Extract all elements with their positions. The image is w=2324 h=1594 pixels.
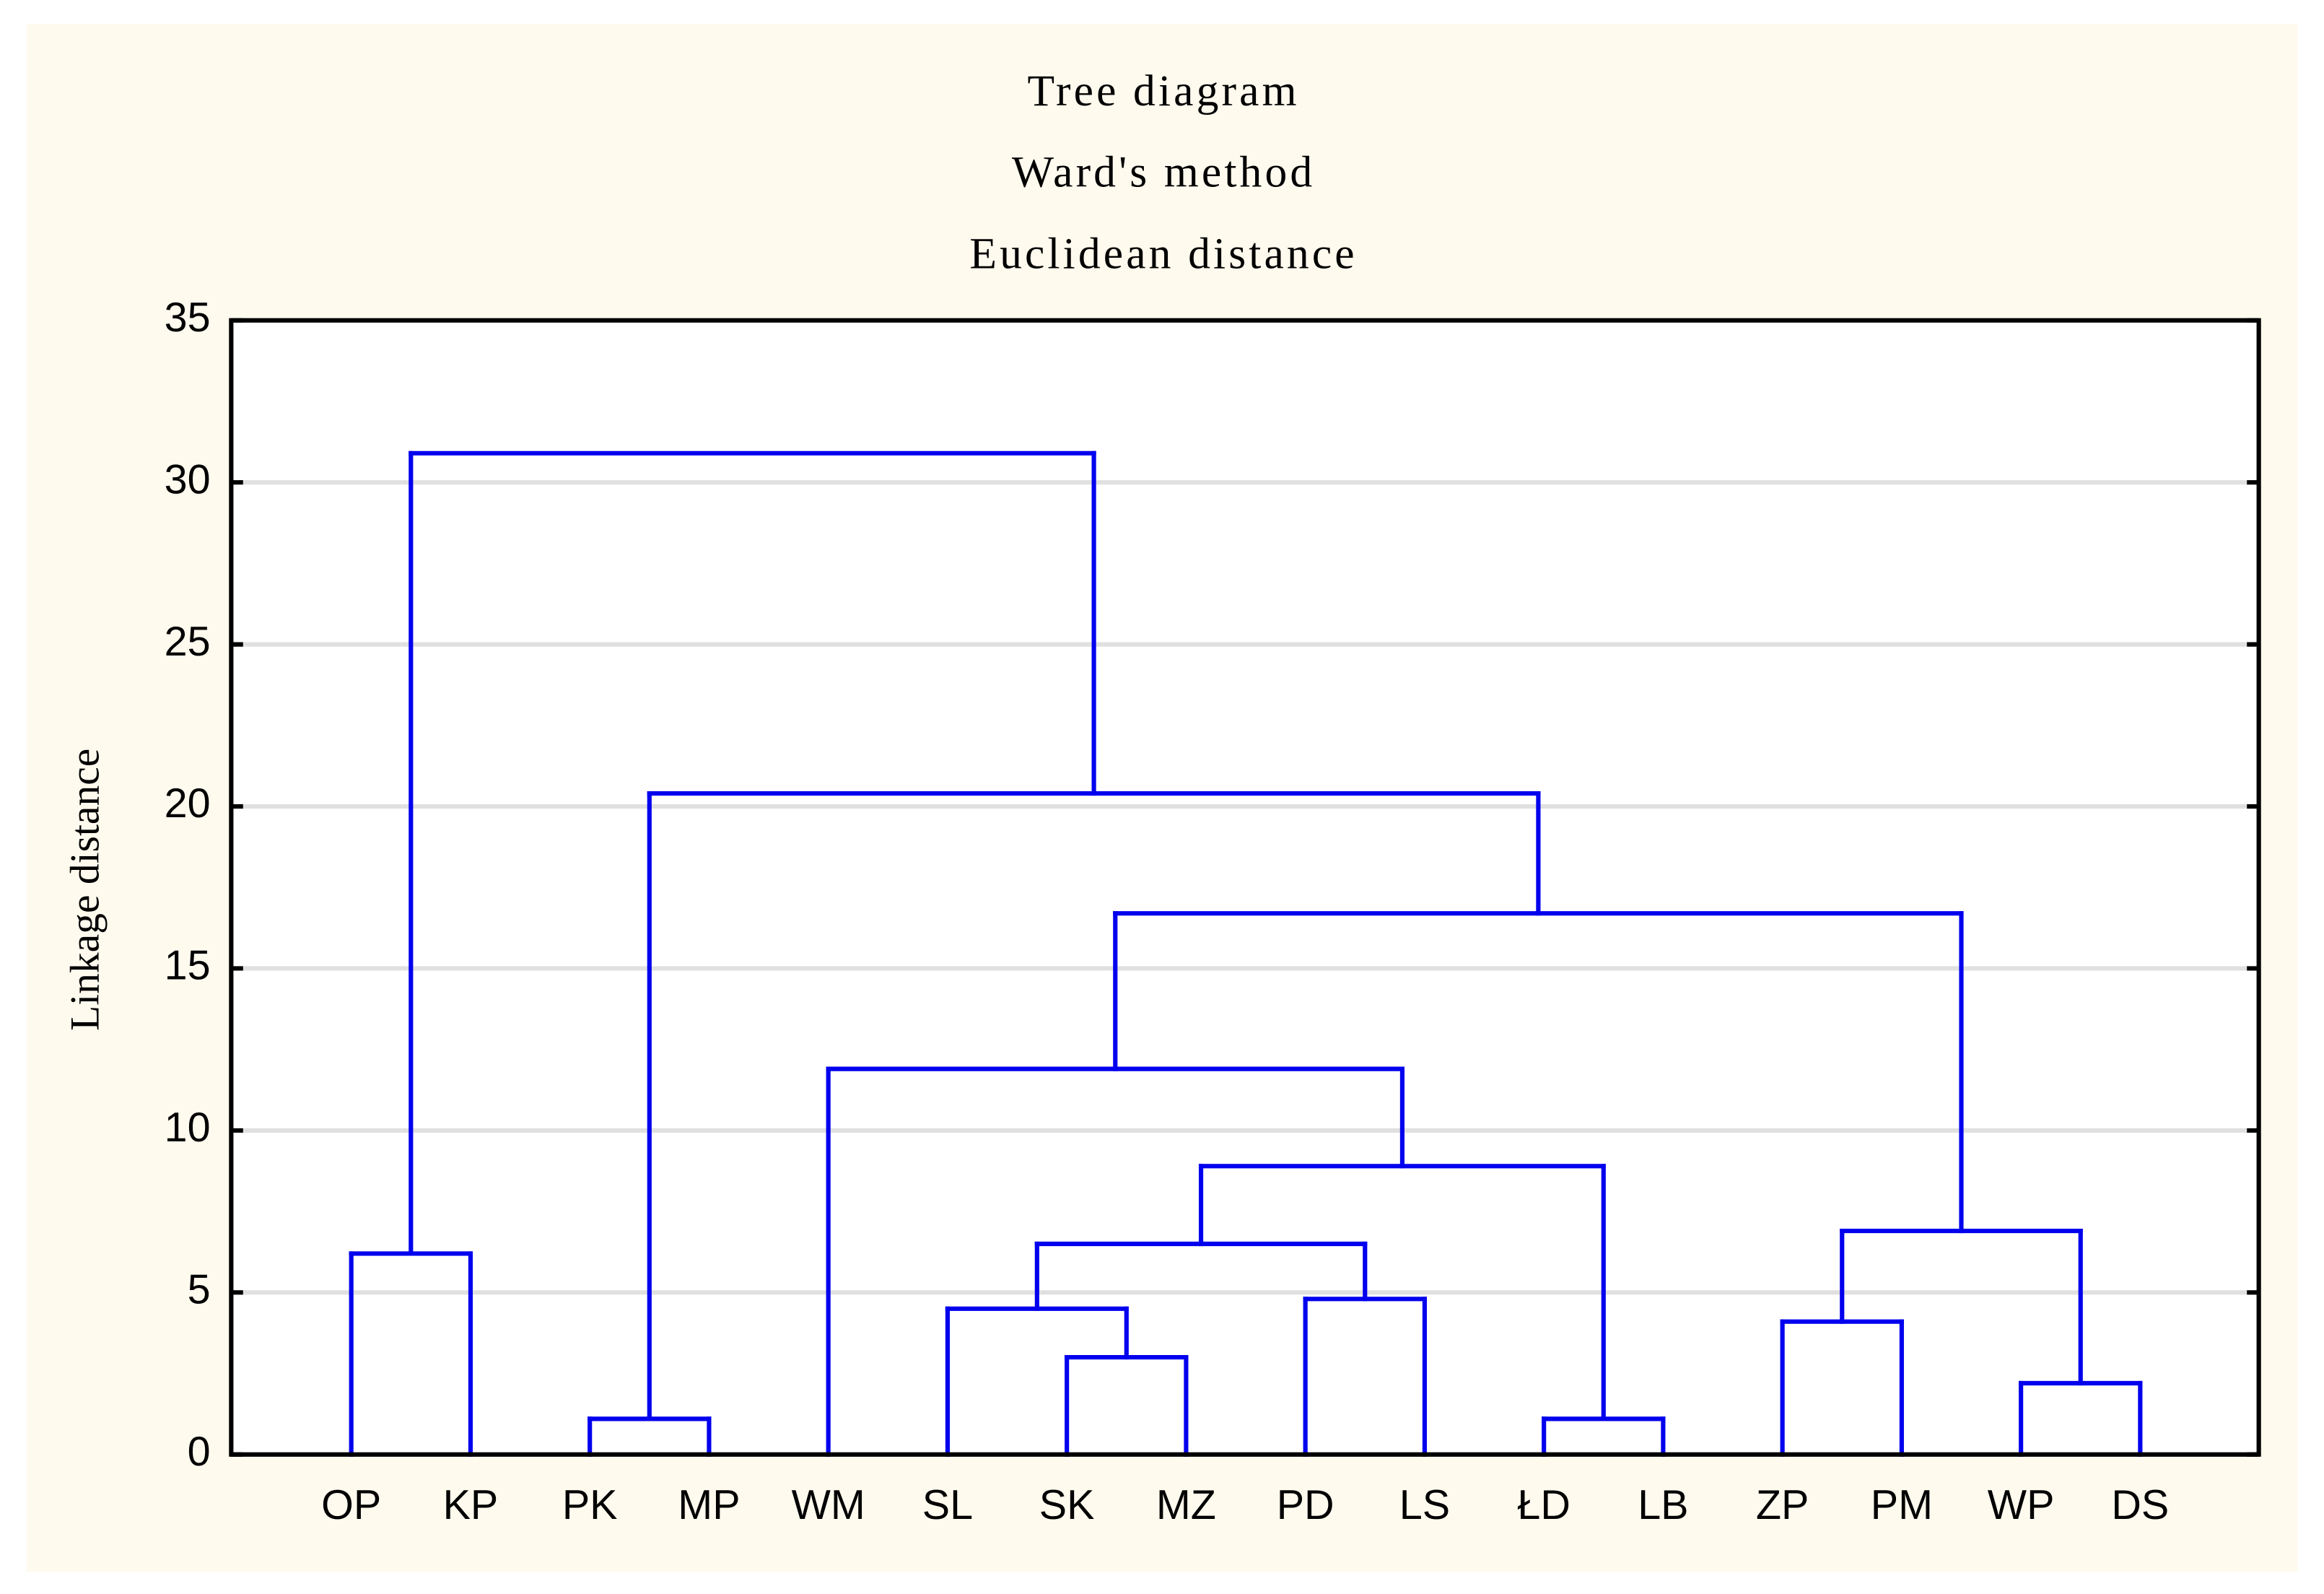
- x-tick-label: KP: [443, 1482, 499, 1528]
- y-tick-label: 10: [165, 1105, 211, 1151]
- plot-frame: [229, 318, 2261, 1457]
- x-tick-label: DS: [2111, 1482, 2169, 1528]
- labels: 0 5 10 15 20 25 30 35 OP KP PK MP WM SL SK MZ PD LS ŁD LB ZP…: [165, 295, 2259, 1528]
- x-tick-label: MP: [678, 1482, 740, 1528]
- y-tick-label: 20: [165, 780, 211, 827]
- x-tick-label: WM: [792, 1482, 865, 1528]
- x-tick-label: ZP: [1756, 1482, 1809, 1528]
- y-tick-label: 15: [165, 943, 211, 989]
- x-tick-label: SK: [1039, 1482, 1095, 1528]
- x-tick-label: OP: [321, 1482, 381, 1528]
- y-tick-label: 5: [188, 1267, 211, 1313]
- x-tick-label: ŁD: [1517, 1482, 1571, 1528]
- chart-subtitle: Ward's method: [1012, 148, 1315, 197]
- chart-subtitle: Euclidean distance: [969, 230, 1357, 279]
- y-tick-label: 0: [188, 1429, 211, 1475]
- dendrogram: [349, 450, 2143, 1457]
- y-tick-label: 30: [165, 456, 211, 502]
- plot-area: [231, 320, 2259, 1455]
- x-tick-label: LS: [1399, 1482, 1450, 1528]
- x-tick-label: PM: [1871, 1482, 1933, 1528]
- y-tick-label: 35: [165, 295, 211, 341]
- x-tick-label: PK: [562, 1482, 618, 1528]
- x-tick-label: LB: [1638, 1482, 1688, 1528]
- chart-title: Tree diagram: [1027, 66, 1299, 116]
- y-tick-label: 25: [165, 619, 211, 665]
- x-tick-label: WP: [1988, 1482, 2055, 1528]
- x-tick-label: MZ: [1156, 1482, 1216, 1528]
- y-axis-label: Linkage distance: [62, 749, 108, 1031]
- x-tick-label: PD: [1277, 1482, 1334, 1528]
- x-tick-label: SL: [922, 1482, 973, 1528]
